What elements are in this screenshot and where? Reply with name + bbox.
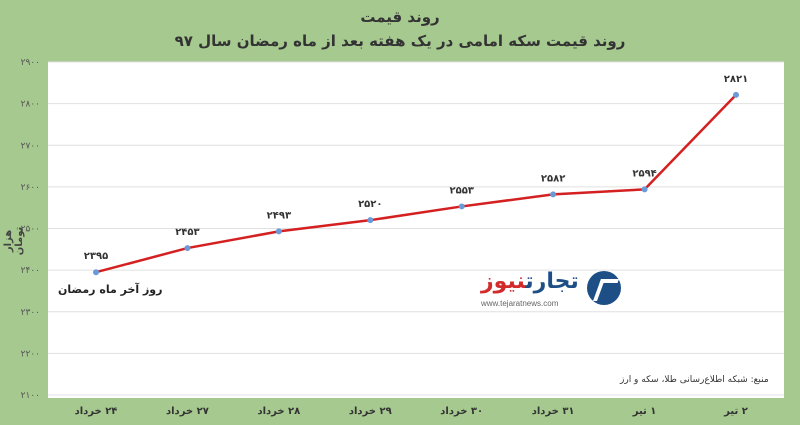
tejaratnews-logo: تجارتنیوز www.tejaratnews.com — [473, 265, 623, 315]
data-label: ۲۴۹۳ — [267, 210, 291, 221]
y-tick-label: ۲۵۰۰ — [21, 225, 40, 235]
data-point — [641, 186, 648, 193]
plot-area — [48, 62, 784, 398]
data-label: ۲۵۲۰ — [358, 199, 382, 210]
x-tick-label: ۲۸ خرداد — [257, 406, 300, 417]
y-tick-label: ۲۸۰۰ — [21, 100, 40, 110]
data-point — [367, 217, 374, 224]
data-label: ۲۵۹۴ — [632, 168, 656, 179]
data-label: ۲۵۵۳ — [450, 185, 474, 196]
annotation-last-ramadan-day: روز آخر ماه رمضان — [58, 283, 163, 296]
x-tick-label: ۲۷ خرداد — [166, 406, 209, 417]
logo-text: تجارتنیوز — [481, 269, 579, 294]
chart-title: روند قیمت — [360, 8, 440, 26]
data-label: ۲۸۲۱ — [724, 74, 748, 85]
x-tick-label: ۲۹ خرداد — [349, 406, 392, 417]
data-point — [184, 245, 191, 252]
y-tick-label: ۲۹۰۰ — [21, 58, 40, 68]
y-tick-label: ۲۷۰۰ — [21, 141, 40, 151]
x-tick-label: ۱ تیر — [632, 406, 657, 417]
data-point — [550, 191, 557, 198]
y-tick-label: ۲۱۰۰ — [21, 391, 40, 401]
chart-subtitle: روند قیمت سکه امامی در یک هفته بعد از ما… — [174, 32, 626, 50]
y-tick-label: ۲۴۰۰ — [21, 266, 40, 276]
data-label: ۲۴۵۳ — [175, 227, 199, 238]
data-label: ۲۵۸۲ — [541, 173, 565, 184]
y-tick-label: ۲۶۰۰ — [21, 183, 40, 193]
logo-name-red: نیوز — [481, 269, 526, 294]
series-line — [95, 94, 737, 274]
grid-lines — [48, 61, 784, 396]
data-point — [733, 91, 739, 98]
data-label: ۲۳۹۵ — [84, 251, 108, 262]
x-tick-label: ۲۴ خرداد — [75, 406, 118, 417]
x-tick-labels: ۲۴ خرداد ۲۷ خرداد ۲۸ خرداد ۲۹ خرداد ۳۰ خرداد… — [75, 406, 748, 417]
x-tick-label: ۲ تیر — [723, 406, 748, 417]
y-tick-labels: ۲۱۰۰ ۲۲۰۰ ۲۳۰۰ ۲۴۰۰ ۲۵۰۰ ۲۶۰۰ ۲۷۰۰ ۲۸۰۰ ۲۹۰۰ — [21, 58, 40, 401]
y-tick-label: ۲۲۰۰ — [21, 349, 40, 359]
data-labels: ۲۳۹۵ ۲۴۵۳ ۲۴۹۳ ۲۵۲۰ ۲۵۵۳ ۲۵۸۲ ۲۵۹۴ ۲۸۲۱ — [84, 74, 748, 262]
y-axis-label: هزار تومان — [3, 226, 25, 256]
logo-mark-icon — [587, 271, 621, 305]
y-tick-label: ۲۳۰۰ — [21, 308, 40, 318]
data-point — [458, 203, 465, 210]
logo-name-blue: تجارت — [525, 269, 579, 294]
data-point — [275, 228, 282, 235]
x-tick-label: ۳۱ خرداد — [532, 406, 575, 417]
data-point — [93, 269, 99, 276]
source-note: منبع: شبکه اطلاع‌رسانی طلا، سکه و ارز — [620, 375, 769, 385]
logo-url: www.tejaratnews.com — [481, 299, 559, 308]
x-tick-label: ۳۰ خرداد — [440, 406, 483, 417]
series-markers — [93, 91, 739, 276]
